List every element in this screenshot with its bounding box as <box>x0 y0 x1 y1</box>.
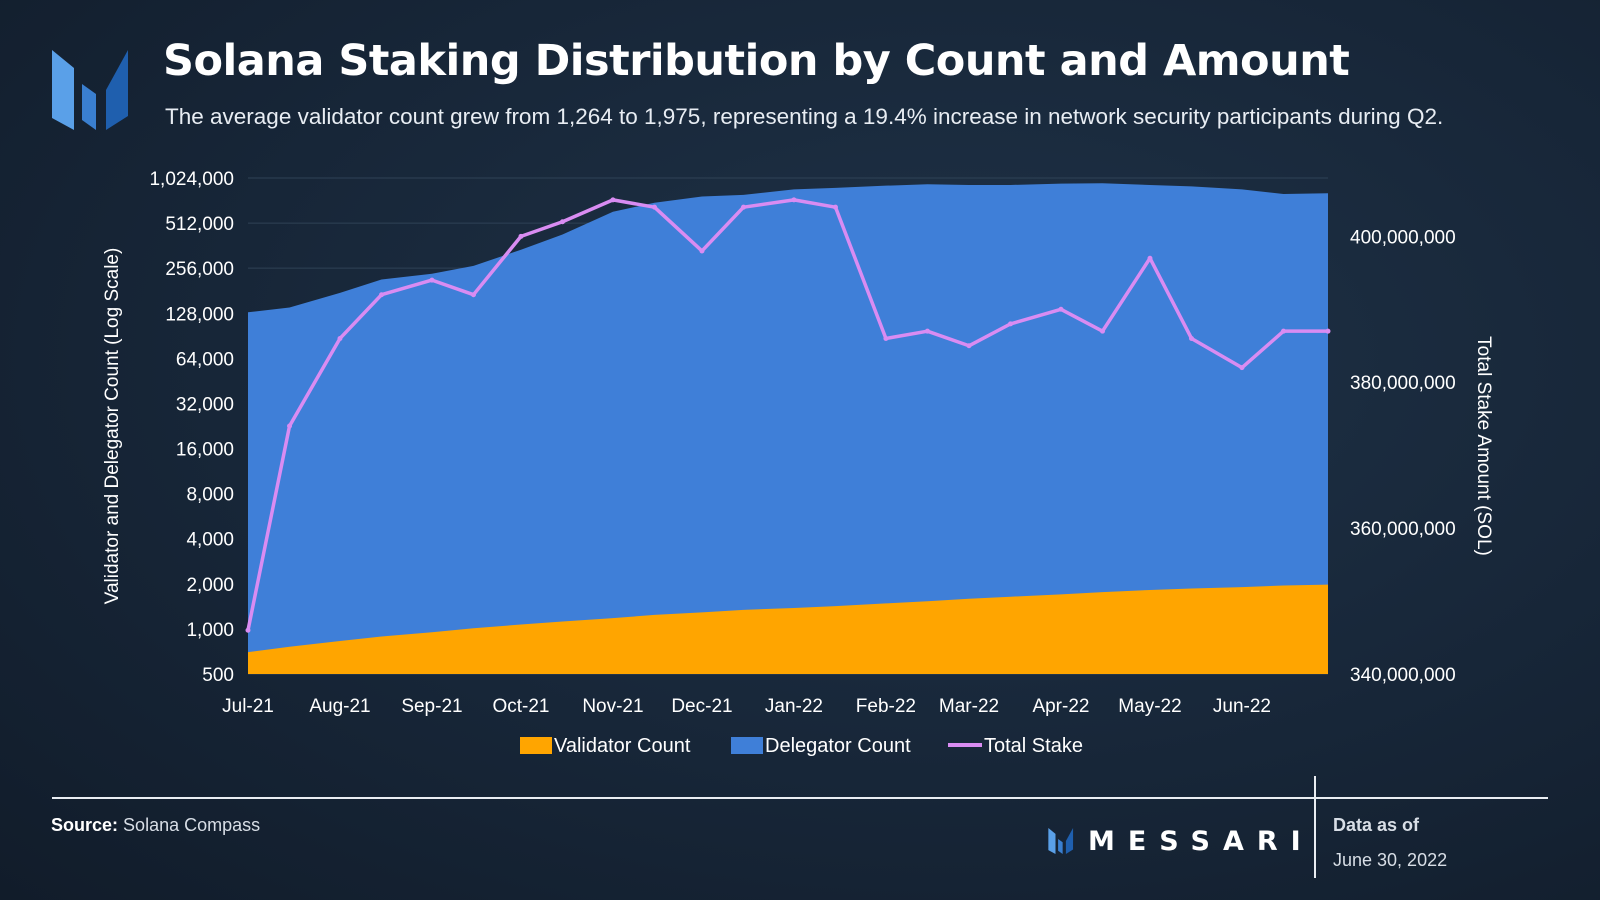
x-tick-label: Feb-22 <box>856 696 916 717</box>
total-stake-point <box>560 219 566 225</box>
total-stake-point <box>699 248 705 254</box>
x-tick-label: May-22 <box>1118 696 1181 717</box>
total-stake-point <box>1280 328 1286 334</box>
left-axis: 500 1,000 2,000 4,000 8,000 16,000 32,000 64,00… <box>149 169 234 686</box>
series-validator-count <box>248 584 1328 674</box>
legend-label-delegator: Delegator Count <box>765 735 911 757</box>
total-stake-point <box>610 197 616 203</box>
left-tick-label: 8,000 <box>186 485 234 506</box>
total-stake-point <box>1147 255 1153 261</box>
source-label: Source: <box>51 815 119 835</box>
x-tick-label: Jun-22 <box>1213 696 1271 717</box>
x-tick-label: Apr-22 <box>1032 696 1089 717</box>
left-axis-title: Validator and Delegator Count (Log Scale… <box>102 248 123 605</box>
source-value: Solana Compass <box>123 815 261 835</box>
total-stake-point <box>740 204 746 210</box>
x-tick-label: Aug-21 <box>309 696 370 717</box>
footer-vertical-divider <box>1314 776 1316 878</box>
brand-logo: MESSARI <box>1048 825 1314 857</box>
left-tick-label: 1,000 <box>186 620 234 641</box>
x-tick-label: Jul-21 <box>222 696 274 717</box>
chart-subtitle: The average validator count grew from 1,… <box>165 104 1444 129</box>
left-tick-label: 1,024,000 <box>149 169 234 190</box>
total-stake-point <box>518 233 524 239</box>
legend-swatch-delegator <box>731 737 763 754</box>
legend-label-validator: Validator Count <box>554 735 691 757</box>
total-stake-point <box>883 335 889 341</box>
right-tick-label: 380,000,000 <box>1350 373 1456 394</box>
right-axis: 340,000,000 360,000,000 380,000,000 400,000… <box>1350 227 1456 686</box>
total-stake-point <box>337 335 343 341</box>
total-stake-point <box>1325 328 1331 334</box>
right-axis-title: Total Stake Amount (SOL) <box>1473 336 1494 556</box>
chart-canvas: 500 1,000 2,000 4,000 8,000 16,000 32,000 64,00… <box>102 169 1494 757</box>
x-axis: Jul-21 Aug-21 Sep-21 Oct-21 Nov-21 Dec-21 Jan-… <box>222 696 1271 717</box>
right-tick-label: 340,000,000 <box>1350 665 1456 686</box>
total-stake-point <box>1100 328 1106 334</box>
x-tick-label: Oct-21 <box>492 696 549 717</box>
messari-logo-icon <box>52 50 128 130</box>
left-tick-label: 32,000 <box>176 394 234 415</box>
total-stake-point <box>832 204 838 210</box>
left-tick-label: 64,000 <box>176 349 234 370</box>
brand-mark-icon <box>1048 828 1074 854</box>
x-tick-label: Mar-22 <box>939 696 999 717</box>
data-as-of-label: Data as of <box>1333 815 1420 835</box>
x-tick-label: Sep-21 <box>401 696 462 717</box>
left-tick-label: 128,000 <box>165 304 234 325</box>
left-tick-label: 256,000 <box>165 259 234 280</box>
total-stake-point <box>924 328 930 334</box>
total-stake-point <box>429 277 435 283</box>
left-tick-label: 16,000 <box>176 440 234 461</box>
total-stake-point <box>287 423 293 429</box>
chart-title: Solana Staking Distribution by Count and… <box>163 36 1350 86</box>
data-as-of-date: June 30, 2022 <box>1333 850 1448 870</box>
total-stake-point <box>791 197 797 203</box>
total-stake-point <box>651 204 657 210</box>
total-stake-point <box>1189 335 1195 341</box>
footer-divider <box>52 797 1548 799</box>
total-stake-point <box>1058 306 1064 312</box>
x-tick-label: Jan-22 <box>765 696 823 717</box>
left-tick-label: 4,000 <box>186 530 234 551</box>
total-stake-point <box>966 343 972 349</box>
total-stake-point <box>245 627 251 633</box>
brand-name: MESSARI <box>1088 825 1314 857</box>
right-tick-label: 360,000,000 <box>1350 519 1456 540</box>
legend-swatch-validator <box>520 737 552 754</box>
total-stake-point <box>470 292 476 298</box>
source-note: Source: Solana Compass <box>51 815 260 836</box>
series-layer <box>245 183 1331 675</box>
legend-label-total-stake: Total Stake <box>984 735 1083 757</box>
legend: Validator Count Delegator Count Total St… <box>520 735 1083 757</box>
left-tick-label: 500 <box>202 665 234 686</box>
total-stake-point <box>379 292 385 298</box>
left-tick-label: 2,000 <box>186 575 234 596</box>
total-stake-point <box>1239 365 1245 371</box>
left-tick-label: 512,000 <box>165 214 234 235</box>
x-tick-label: Dec-21 <box>671 696 732 717</box>
x-tick-label: Nov-21 <box>582 696 643 717</box>
total-stake-point <box>1008 321 1014 327</box>
series-delegator-count <box>248 183 1328 675</box>
right-tick-label: 400,000,000 <box>1350 227 1456 248</box>
